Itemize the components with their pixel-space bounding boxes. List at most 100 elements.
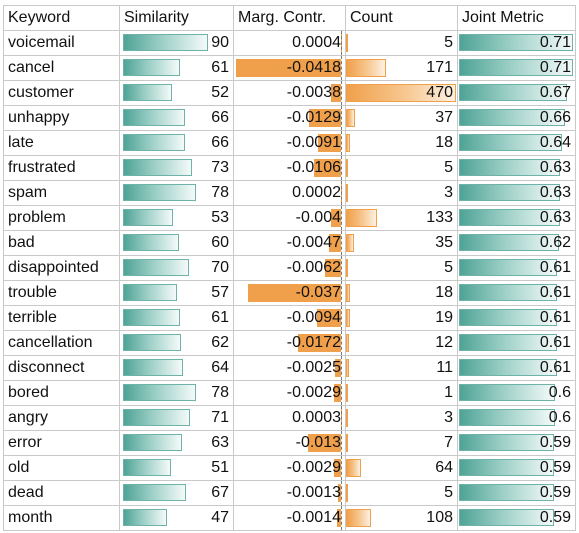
joint-metric-cell[interactable]: 0.64	[457, 130, 576, 156]
count-cell[interactable]: 18	[345, 280, 458, 306]
marg-contr-cell[interactable]: -0.0029	[233, 455, 346, 481]
marg-contr-cell[interactable]: 0.0004	[233, 30, 346, 56]
count-cell[interactable]: 171	[345, 55, 458, 81]
count-cell[interactable]: 11	[345, 355, 458, 381]
joint-metric-cell[interactable]: 0.71	[457, 30, 576, 56]
keyword-cell[interactable]: spam	[3, 180, 120, 206]
similarity-cell[interactable]: 66	[119, 130, 234, 156]
joint-metric-cell[interactable]: 0.59	[457, 430, 576, 456]
similarity-cell[interactable]: 51	[119, 455, 234, 481]
marg-contr-cell[interactable]: 0.0002	[233, 180, 346, 206]
joint-metric-cell[interactable]: 0.63	[457, 180, 576, 206]
similarity-cell[interactable]: 71	[119, 405, 234, 431]
header-keyword[interactable]: Keyword	[3, 5, 120, 31]
similarity-cell[interactable]: 70	[119, 255, 234, 281]
count-cell[interactable]: 7	[345, 430, 458, 456]
joint-metric-cell[interactable]: 0.59	[457, 455, 576, 481]
keyword-cell[interactable]: cancellation	[3, 330, 120, 356]
count-cell[interactable]: 37	[345, 105, 458, 131]
joint-metric-cell[interactable]: 0.63	[457, 155, 576, 181]
joint-metric-cell[interactable]: 0.63	[457, 205, 576, 231]
keyword-cell[interactable]: disconnect	[3, 355, 120, 381]
marg-contr-cell[interactable]: -0.0038	[233, 80, 346, 106]
header-count[interactable]: Count	[345, 5, 458, 31]
similarity-cell[interactable]: 52	[119, 80, 234, 106]
similarity-cell[interactable]: 61	[119, 55, 234, 81]
keyword-cell[interactable]: unhappy	[3, 105, 120, 131]
header-marg-contr[interactable]: Marg. Contr.	[233, 5, 346, 31]
similarity-cell[interactable]: 62	[119, 330, 234, 356]
marg-contr-cell[interactable]: -0.0106	[233, 155, 346, 181]
keyword-cell[interactable]: dead	[3, 480, 120, 506]
count-cell[interactable]: 64	[345, 455, 458, 481]
marg-contr-cell[interactable]: -0.0013	[233, 480, 346, 506]
marg-contr-cell[interactable]: -0.0062	[233, 255, 346, 281]
marg-contr-cell[interactable]: -0.0091	[233, 130, 346, 156]
marg-contr-cell[interactable]: -0.0418	[233, 55, 346, 81]
count-cell[interactable]: 5	[345, 155, 458, 181]
joint-metric-cell[interactable]: 0.61	[457, 255, 576, 281]
joint-metric-cell[interactable]: 0.66	[457, 105, 576, 131]
marg-contr-cell[interactable]: -0.0029	[233, 380, 346, 406]
marg-contr-cell[interactable]: -0.004	[233, 205, 346, 231]
count-cell[interactable]: 3	[345, 405, 458, 431]
count-cell[interactable]: 35	[345, 230, 458, 256]
similarity-cell[interactable]: 78	[119, 180, 234, 206]
joint-metric-cell[interactable]: 0.61	[457, 330, 576, 356]
keyword-cell[interactable]: frustrated	[3, 155, 120, 181]
count-cell[interactable]: 1	[345, 380, 458, 406]
keyword-cell[interactable]: bad	[3, 230, 120, 256]
joint-metric-cell[interactable]: 0.61	[457, 305, 576, 331]
keyword-cell[interactable]: problem	[3, 205, 120, 231]
similarity-cell[interactable]: 60	[119, 230, 234, 256]
similarity-cell[interactable]: 64	[119, 355, 234, 381]
similarity-cell[interactable]: 61	[119, 305, 234, 331]
count-cell[interactable]: 18	[345, 130, 458, 156]
header-joint-metric[interactable]: Joint Metric	[457, 5, 576, 31]
count-cell[interactable]: 5	[345, 30, 458, 56]
joint-metric-cell[interactable]: 0.59	[457, 480, 576, 506]
similarity-cell[interactable]: 57	[119, 280, 234, 306]
similarity-cell[interactable]: 78	[119, 380, 234, 406]
keyword-cell[interactable]: voicemail	[3, 30, 120, 56]
marg-contr-cell[interactable]: -0.0014	[233, 505, 346, 531]
joint-metric-cell[interactable]: 0.62	[457, 230, 576, 256]
joint-metric-cell[interactable]: 0.71	[457, 55, 576, 81]
keyword-cell[interactable]: month	[3, 505, 120, 531]
keyword-cell[interactable]: bored	[3, 380, 120, 406]
joint-metric-cell[interactable]: 0.61	[457, 355, 576, 381]
keyword-cell[interactable]: late	[3, 130, 120, 156]
marg-contr-cell[interactable]: -0.0129	[233, 105, 346, 131]
count-cell[interactable]: 12	[345, 330, 458, 356]
similarity-cell[interactable]: 67	[119, 480, 234, 506]
keyword-cell[interactable]: customer	[3, 80, 120, 106]
similarity-cell[interactable]: 66	[119, 105, 234, 131]
keyword-cell[interactable]: cancel	[3, 55, 120, 81]
count-cell[interactable]: 5	[345, 480, 458, 506]
keyword-cell[interactable]: angry	[3, 405, 120, 431]
marg-contr-cell[interactable]: -0.037	[233, 280, 346, 306]
similarity-cell[interactable]: 73	[119, 155, 234, 181]
similarity-cell[interactable]: 47	[119, 505, 234, 531]
count-cell[interactable]: 108	[345, 505, 458, 531]
count-cell[interactable]: 470	[345, 80, 458, 106]
keyword-cell[interactable]: error	[3, 430, 120, 456]
joint-metric-cell[interactable]: 0.59	[457, 505, 576, 531]
count-cell[interactable]: 19	[345, 305, 458, 331]
marg-contr-cell[interactable]: -0.0172	[233, 330, 346, 356]
similarity-cell[interactable]: 63	[119, 430, 234, 456]
marg-contr-cell[interactable]: -0.0094	[233, 305, 346, 331]
similarity-cell[interactable]: 53	[119, 205, 234, 231]
keyword-cell[interactable]: terrible	[3, 305, 120, 331]
marg-contr-cell[interactable]: -0.0047	[233, 230, 346, 256]
joint-metric-cell[interactable]: 0.6	[457, 405, 576, 431]
joint-metric-cell[interactable]: 0.61	[457, 280, 576, 306]
count-cell[interactable]: 3	[345, 180, 458, 206]
joint-metric-cell[interactable]: 0.6	[457, 380, 576, 406]
count-cell[interactable]: 5	[345, 255, 458, 281]
header-similarity[interactable]: Similarity	[119, 5, 234, 31]
similarity-cell[interactable]: 90	[119, 30, 234, 56]
marg-contr-cell[interactable]: 0.0003	[233, 405, 346, 431]
keyword-cell[interactable]: disappointed	[3, 255, 120, 281]
keyword-cell[interactable]: old	[3, 455, 120, 481]
